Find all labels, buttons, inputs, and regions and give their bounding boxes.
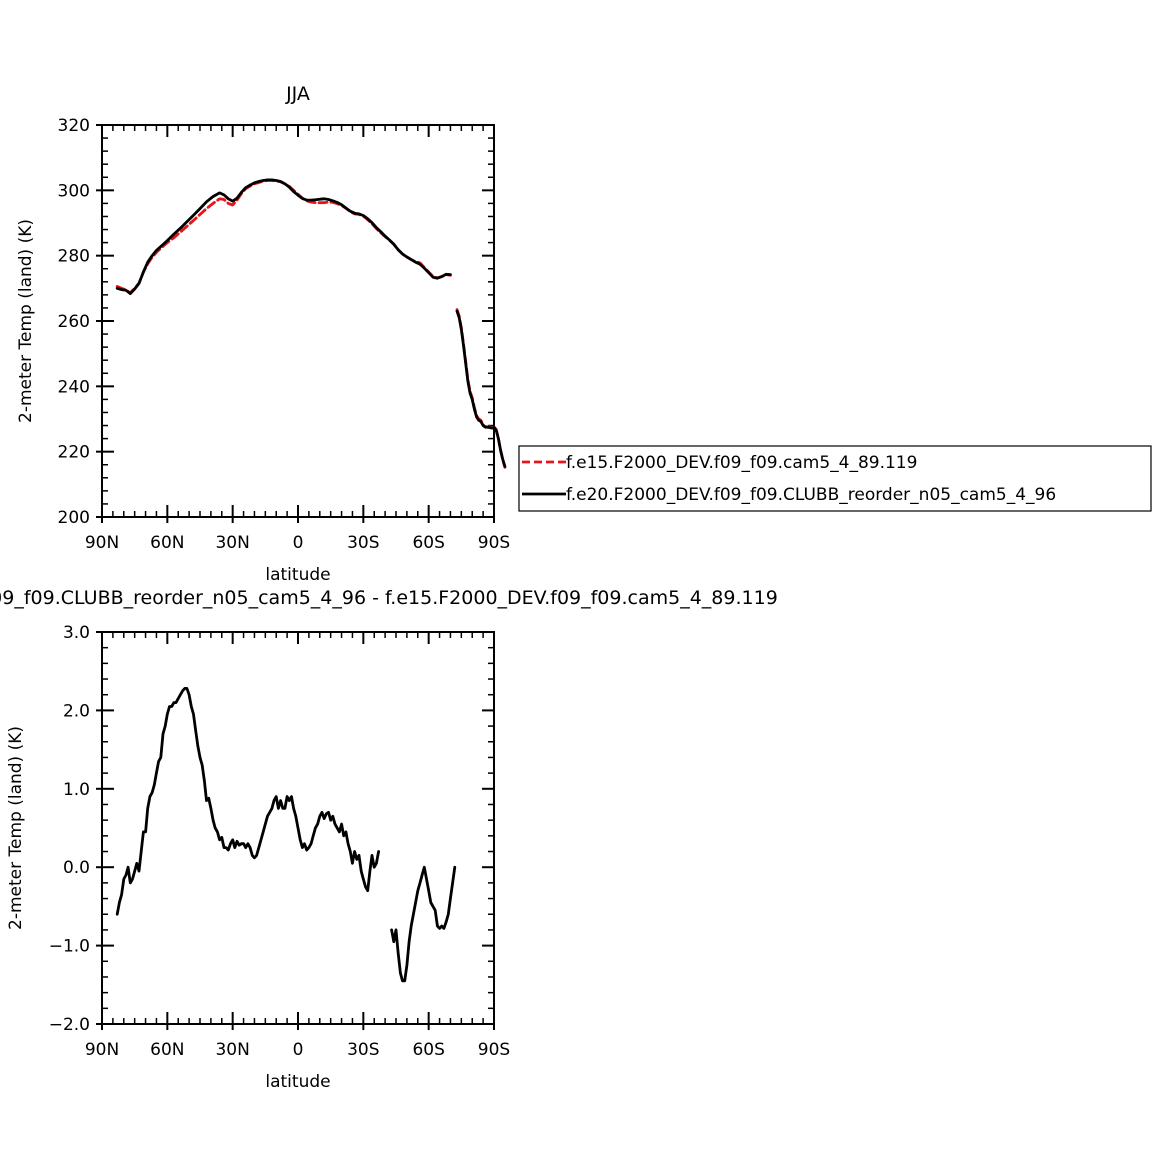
top-x-tick-label: 30S (347, 533, 379, 553)
top-x-tick-label: 90S (478, 533, 510, 553)
bottom-x-tick-label: 90S (478, 1040, 510, 1060)
legend-box (518, 445, 1152, 512)
top-y-tick-label: 260 (58, 312, 90, 332)
bottom-x-tick-label: 0 (293, 1040, 304, 1060)
top-plot: 200 220 240 260 280 300 320 90N 60N 30N 0 30S 60S 90S (58, 116, 511, 553)
top-series-line-1 (455, 309, 507, 468)
legend-label-e15: f.e15.F2000_DEV.f09_f09.cam5_4_89.119 (566, 453, 917, 473)
bottom-y-tick-label: 3.0 (63, 623, 90, 643)
top-series-line-1 (115, 178, 452, 296)
bottom-y-tick-label: 2.0 (63, 701, 90, 721)
bottom-y-tick-label: 1.0 (63, 780, 90, 800)
bottom-x-axis-title: latitude (265, 1072, 330, 1092)
top-x-axis-title: latitude (265, 565, 330, 585)
bottom-series-line-0 (115, 687, 381, 916)
top-plot-frame (101, 124, 495, 518)
top-y-tick-label: 320 (58, 116, 90, 136)
legend: f.e15.F2000_DEV.f09_f09.cam5_4_89.119 f.… (518, 445, 1152, 512)
legend-label-e20: f.e20.F2000_DEV.f09_f09.CLUBB_reorder_n0… (566, 485, 1056, 505)
bottom-x-tick-label: 30S (347, 1040, 379, 1060)
bottom-x-tick-label: 60S (412, 1040, 444, 1060)
top-y-tick-label: 220 (58, 443, 90, 463)
bottom-y-tick-label: 0.0 (63, 858, 90, 878)
bottom-x-tick-label: 90N (85, 1040, 119, 1060)
bottom-plot-title: f.e20.F2000_DEV.f09_f09.CLUBB_reorder_n0… (0, 587, 778, 609)
top-x-tick-label: 60N (150, 533, 184, 553)
top-x-tick-label: 60S (412, 533, 444, 553)
bottom-y-tick-label: −1.0 (49, 937, 90, 957)
top-y-tick-label: 280 (58, 247, 90, 267)
top-x-tick-label: 90N (85, 533, 119, 553)
top-x-tick-label: 0 (293, 533, 304, 553)
top-y-tick-label: 300 (58, 181, 90, 201)
bottom-y-tick-label: −2.0 (49, 1015, 90, 1035)
top-y-tick-label: 200 (58, 508, 90, 528)
top-series-line-0 (115, 179, 452, 295)
bottom-x-tick-label: 30N (215, 1040, 249, 1060)
bottom-x-tick-label: 60N (150, 1040, 184, 1060)
top-x-tick-label: 30N (215, 533, 249, 553)
bottom-plot: −2.0 −1.0 0.0 1.0 2.0 3.0 90N 60N 30N 0 30S 60S 90S (49, 623, 511, 1060)
top-y-tick-label: 240 (58, 377, 90, 397)
bottom-series-line-0 (390, 865, 457, 983)
bottom-y-axis-title: 2-meter Temp (land) (K) (6, 726, 26, 930)
top-series-line-0 (455, 308, 507, 469)
top-plot-title: JJA (285, 83, 310, 105)
top-y-axis-title: 2-meter Temp (land) (K) (16, 219, 36, 423)
